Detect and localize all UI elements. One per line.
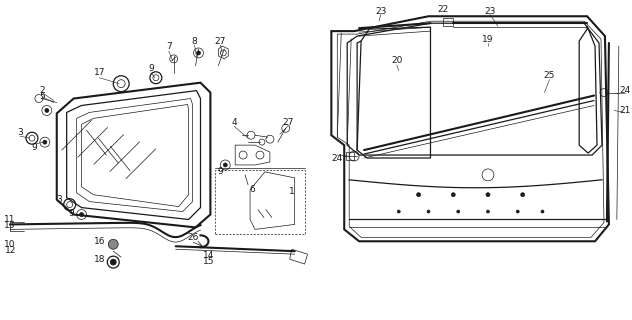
Text: 19: 19 (482, 35, 494, 44)
Text: 16: 16 (94, 237, 105, 246)
Text: 13: 13 (4, 221, 16, 230)
Text: 3: 3 (17, 128, 23, 137)
Text: 9: 9 (217, 167, 223, 176)
Text: 18: 18 (94, 255, 105, 264)
Circle shape (427, 210, 430, 213)
Text: 20: 20 (391, 56, 403, 65)
Text: 15: 15 (203, 257, 214, 266)
Circle shape (80, 212, 83, 217)
Text: 6: 6 (249, 185, 255, 194)
Circle shape (416, 193, 420, 197)
Text: 7: 7 (166, 43, 172, 52)
Bar (346, 152, 354, 160)
Text: 3: 3 (56, 195, 61, 204)
Text: 9: 9 (69, 209, 75, 218)
Text: 27: 27 (215, 36, 226, 45)
Circle shape (43, 140, 47, 144)
Text: 8: 8 (191, 36, 197, 45)
Text: 26: 26 (187, 233, 198, 242)
Text: 23: 23 (375, 7, 387, 16)
Text: 2: 2 (39, 86, 45, 95)
Circle shape (108, 239, 118, 249)
Bar (444, 18, 453, 26)
Text: 25: 25 (544, 71, 555, 80)
Bar (216, 170, 305, 234)
Text: 5: 5 (39, 92, 45, 101)
Circle shape (541, 210, 544, 213)
Text: 11: 11 (4, 215, 16, 224)
Text: 10: 10 (4, 240, 16, 249)
Circle shape (197, 51, 200, 55)
Text: 9: 9 (31, 143, 37, 152)
Text: 22: 22 (438, 5, 449, 14)
Circle shape (521, 193, 525, 197)
Text: 27: 27 (282, 118, 293, 127)
Text: 24: 24 (619, 86, 630, 95)
Circle shape (457, 210, 459, 213)
Circle shape (223, 163, 228, 167)
Circle shape (487, 210, 489, 213)
Text: 23: 23 (484, 7, 495, 16)
Text: 17: 17 (94, 68, 105, 77)
Text: 24: 24 (332, 154, 343, 163)
Circle shape (110, 259, 116, 265)
Text: 4: 4 (231, 118, 237, 127)
Circle shape (486, 193, 490, 197)
Circle shape (398, 210, 400, 213)
Text: 9: 9 (148, 64, 154, 73)
Circle shape (451, 193, 455, 197)
Circle shape (45, 108, 49, 112)
Text: 21: 21 (619, 106, 631, 115)
Circle shape (516, 210, 520, 213)
Text: 14: 14 (203, 251, 214, 260)
Text: 12: 12 (4, 246, 16, 255)
Text: 1: 1 (289, 187, 295, 196)
